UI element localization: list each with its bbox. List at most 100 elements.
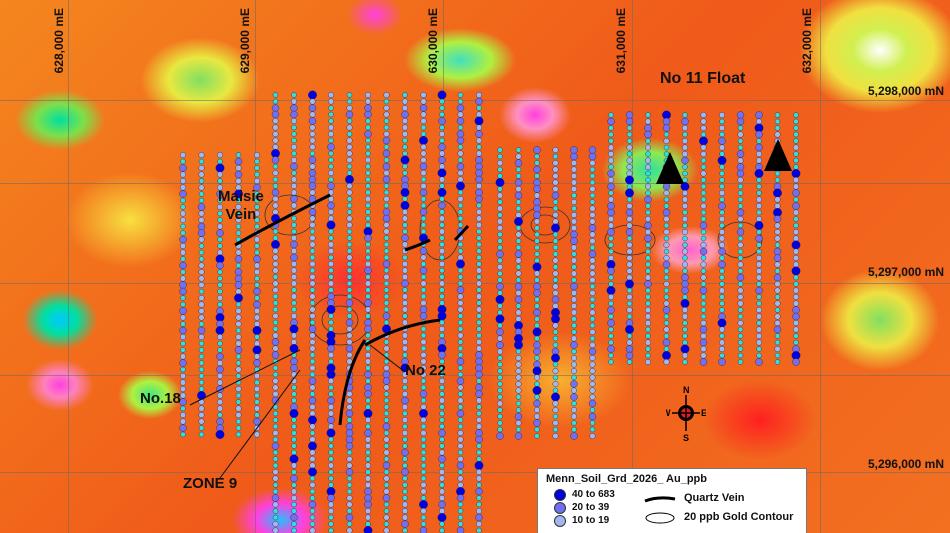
sample-point <box>420 131 427 137</box>
sample-point <box>346 313 353 319</box>
sample-point <box>476 306 483 313</box>
sample-point <box>457 209 464 215</box>
sample-point <box>291 247 298 254</box>
sample-point <box>571 400 577 407</box>
sample-point <box>456 104 465 112</box>
sample-point <box>737 346 744 352</box>
sample-point <box>309 215 316 222</box>
sample-point <box>682 131 688 138</box>
sample-point <box>514 295 523 304</box>
sample-point <box>328 215 335 222</box>
sample-point <box>438 117 446 125</box>
sample-point <box>497 218 504 225</box>
sample-point <box>383 228 390 235</box>
sample-point <box>420 169 427 176</box>
sample-point <box>383 124 390 131</box>
sample-point <box>645 163 652 170</box>
sample-point <box>589 205 596 212</box>
sample-point <box>402 293 409 300</box>
sample-point <box>197 229 206 237</box>
sample-point <box>309 365 316 372</box>
sample-point <box>309 488 316 495</box>
sample-point <box>216 392 223 399</box>
sample-point <box>682 170 688 177</box>
sample-point <box>308 169 317 177</box>
sample-point <box>719 111 726 118</box>
sample-point <box>571 244 578 251</box>
sample-point <box>235 308 242 315</box>
sample-point <box>699 325 708 334</box>
sample-point <box>793 261 800 268</box>
sample-point <box>793 138 799 144</box>
sample-point <box>439 365 445 371</box>
sample-point <box>328 105 334 111</box>
sample-point <box>588 399 597 408</box>
sample-point <box>198 210 205 217</box>
sample-point <box>774 268 781 274</box>
sample-point <box>346 267 353 274</box>
sample-point <box>382 208 391 216</box>
sample-point <box>774 320 781 327</box>
sample-point <box>700 313 707 320</box>
sample-point <box>402 423 408 430</box>
sample-point <box>198 405 205 412</box>
sample-point <box>534 355 540 361</box>
sample-point <box>402 208 409 215</box>
sample-point <box>625 117 634 126</box>
sample-point <box>216 229 224 237</box>
sample-point <box>515 205 522 212</box>
sample-point <box>439 358 445 365</box>
sample-point <box>401 448 409 457</box>
sample-point <box>439 443 445 449</box>
sample-point <box>439 332 445 339</box>
sample-point <box>791 240 801 250</box>
sample-point <box>309 404 316 411</box>
sample-point <box>401 175 409 184</box>
sample-point <box>327 292 335 301</box>
sample-point <box>197 391 206 400</box>
sample-point <box>515 407 522 413</box>
sample-point <box>272 436 279 443</box>
sample-point <box>663 215 670 222</box>
sample-point <box>253 183 261 192</box>
sample-point <box>365 261 372 268</box>
sample-point <box>774 112 781 118</box>
sample-point <box>737 300 744 307</box>
sample-point <box>475 169 483 177</box>
sample-point <box>328 241 335 248</box>
grid-line-easting <box>632 0 633 533</box>
sample-point <box>309 254 316 261</box>
sample-point <box>345 299 354 307</box>
sample-point <box>309 475 316 482</box>
sample-point <box>437 90 447 100</box>
sample-point <box>327 416 335 424</box>
sample-point <box>439 423 445 430</box>
sample-point <box>272 384 279 391</box>
sample-point <box>402 117 409 124</box>
sample-point <box>272 137 279 144</box>
sample-point <box>773 254 782 262</box>
sample-point <box>198 295 205 302</box>
sample-point <box>328 267 334 274</box>
sample-point <box>515 257 522 264</box>
sample-point <box>365 436 372 443</box>
sample-point <box>497 147 503 153</box>
sample-point <box>663 294 670 300</box>
sample-point <box>793 339 799 346</box>
sample-point <box>663 228 670 235</box>
legend-class-label: 40 to 683 <box>572 489 615 500</box>
sample-point <box>682 137 689 144</box>
sample-point <box>476 469 483 476</box>
sample-point <box>793 235 800 242</box>
sample-point <box>328 261 335 268</box>
sample-point <box>346 209 353 215</box>
sample-point <box>291 156 298 163</box>
sample-point <box>719 326 726 333</box>
sample-point <box>309 371 316 378</box>
sample-point <box>346 124 353 131</box>
sample-point <box>700 274 707 281</box>
sample-point <box>571 172 578 179</box>
sample-point <box>234 346 243 354</box>
sample-point <box>514 191 523 200</box>
sample-point <box>272 482 279 488</box>
